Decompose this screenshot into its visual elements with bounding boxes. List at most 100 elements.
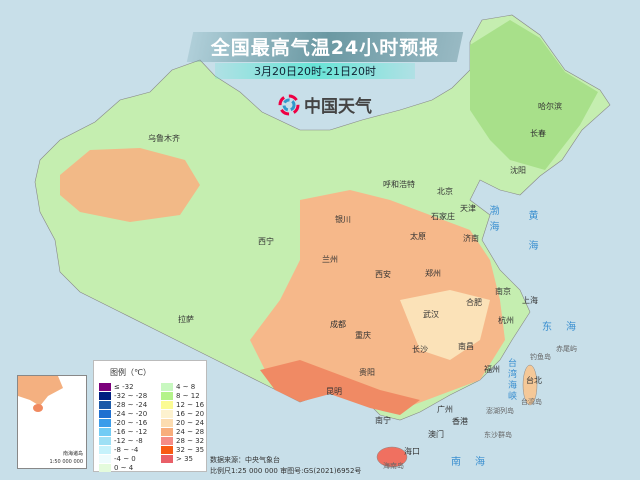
sea-label-nanhai: 南海 — [451, 457, 499, 468]
legend-item: 8 ~ 12 — [161, 392, 200, 400]
inset-name: 南海诸岛 — [62, 451, 83, 457]
legend-label: -16 ~ -12 — [114, 428, 148, 436]
south-china-sea-inset: 南海诸岛 1:50 000 000 — [17, 375, 87, 469]
legend-label: -28 ~ -24 — [114, 401, 148, 409]
legend-item: -16 ~ -12 — [99, 428, 147, 436]
sea-label-bohai: 渤海 — [487, 205, 498, 237]
city-label: 昆明 — [326, 387, 342, 396]
legend-swatch — [99, 428, 111, 436]
sea-label-huanghai: 黄海 — [526, 210, 537, 270]
city-label: 海口 — [404, 447, 420, 456]
map-scale: 比例尺1:25 000 000 审图号:GS(2021)6952号 — [210, 467, 362, 475]
legend-swatch — [161, 446, 173, 454]
city-label: 香港 — [452, 417, 468, 426]
legend-label: 12 ~ 16 — [176, 401, 205, 409]
legend-swatch — [161, 419, 173, 427]
legend-label: 32 ~ 35 — [176, 446, 205, 454]
legend-item: -24 ~ -20 — [99, 410, 147, 418]
city-label: 兰州 — [322, 255, 338, 264]
city-label: 成都 — [330, 320, 346, 329]
legend-swatch — [161, 410, 173, 418]
legend-swatch — [161, 437, 173, 445]
city-label: 郑州 — [425, 269, 441, 278]
city-label: 沈阳 — [510, 166, 526, 175]
south-hot-region — [260, 360, 420, 415]
brand-name: 中国天气 — [304, 97, 372, 117]
legend-swatch — [161, 401, 173, 409]
legend-item: -20 ~ -16 — [99, 419, 147, 427]
city-label: 银川 — [335, 215, 351, 224]
legend-swatch — [99, 392, 111, 400]
city-label: 台北 — [526, 376, 542, 385]
hainan-island — [376, 446, 408, 468]
legend-swatch — [161, 383, 173, 391]
legend-label: -24 ~ -20 — [114, 410, 148, 418]
brand-logo: 中国天气 — [278, 92, 372, 117]
legend-item: > 35 — [161, 455, 193, 463]
legend-swatch — [161, 392, 173, 400]
city-label: 重庆 — [355, 331, 371, 340]
city-label: 南宁 — [375, 416, 391, 425]
legend-swatch — [99, 455, 111, 463]
legend-item: 28 ~ 32 — [161, 437, 204, 445]
legend-swatch — [99, 383, 111, 391]
city-label: 乌鲁木齐 — [148, 134, 180, 143]
sea-label-taiwan-strait: 台湾海峡 — [506, 358, 516, 402]
legend-swatch — [161, 455, 173, 463]
city-label: 西安 — [375, 270, 391, 279]
legend-label: 0 ~ 4 — [114, 464, 134, 472]
city-label: 呼和浩特 — [383, 180, 415, 189]
city-label: 石家庄 — [431, 212, 455, 221]
legend-item: 24 ~ 28 — [161, 428, 204, 436]
island-dongsha: 东沙群岛 — [484, 431, 512, 439]
legend-title: 图例（℃） — [110, 368, 151, 377]
city-label: 南昌 — [458, 342, 474, 351]
legend-item: ≤ -32 — [99, 383, 134, 391]
legend-swatch — [99, 419, 111, 427]
island-diaoyu: 钓鱼岛 — [530, 353, 551, 361]
legend-label: ≤ -32 — [114, 383, 134, 391]
city-label: 天津 — [460, 204, 476, 213]
legend-item: 16 ~ 20 — [161, 410, 204, 418]
city-label: 南京 — [495, 287, 511, 296]
legend-label: 8 ~ 12 — [176, 392, 200, 400]
city-label: 广州 — [437, 405, 453, 414]
city-label: 拉萨 — [178, 315, 194, 324]
city-label: 上海 — [522, 296, 538, 305]
legend-label: -20 ~ -16 — [114, 419, 148, 427]
city-label: 西宁 — [258, 237, 274, 246]
legend-label: 20 ~ 24 — [176, 419, 205, 427]
taiwan-island — [522, 364, 538, 406]
subtitle-banner — [215, 63, 415, 79]
island-hainan: 海南岛 — [383, 462, 404, 470]
legend-swatch — [99, 464, 111, 472]
legend-label: -4 ~ 0 — [114, 455, 136, 463]
island-penghu: 澎湖列岛 — [486, 407, 514, 415]
sea-label-donghai: 东海 — [542, 322, 590, 333]
data-source: 数据来源：中央气象台 — [210, 456, 280, 464]
tarim-warm-region — [60, 148, 200, 222]
city-label: 长沙 — [412, 345, 428, 354]
city-label: 太原 — [410, 232, 426, 241]
legend-label: -8 ~ -4 — [114, 446, 139, 454]
central-mild-region — [400, 290, 490, 360]
city-label: 武汉 — [423, 310, 439, 319]
legend: 图例（℃） ≤ -32 -32 ~ -28 -28 ~ -24 -24 ~ -20 -2… — [93, 360, 207, 472]
legend-label: 24 ~ 28 — [176, 428, 205, 436]
island-taiwan: 台湾岛 — [521, 398, 542, 406]
legend-swatch — [99, 437, 111, 445]
city-label: 济南 — [463, 234, 479, 243]
city-label: 哈尔滨 — [538, 102, 562, 111]
legend-label: 28 ~ 32 — [176, 437, 205, 445]
legend-item: -32 ~ -28 — [99, 392, 147, 400]
legend-label: -12 ~ -8 — [114, 437, 143, 445]
city-label: 澳门 — [428, 430, 444, 439]
legend-item: 32 ~ 35 — [161, 446, 204, 454]
city-label: 贵阳 — [359, 368, 375, 377]
legend-swatch — [161, 428, 173, 436]
city-label: 杭州 — [498, 316, 514, 325]
legend-item: -28 ~ -24 — [99, 401, 147, 409]
legend-item: 12 ~ 16 — [161, 401, 204, 409]
legend-item: -12 ~ -8 — [99, 437, 143, 445]
